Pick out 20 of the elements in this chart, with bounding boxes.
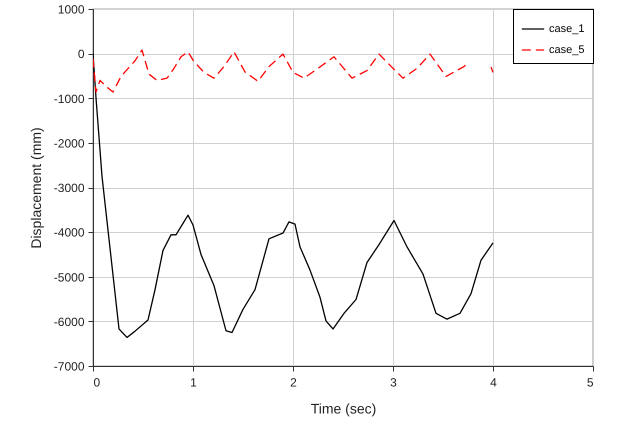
x-tick-label: 1: [190, 376, 198, 390]
y-tick-label: -4000: [54, 226, 85, 240]
x-axis-title: Time (sec): [310, 400, 376, 416]
y-tick-label: 0: [78, 47, 85, 62]
y-tick-label: -2000: [54, 136, 85, 150]
legend-label: case_5: [549, 44, 584, 56]
x-tick-label: 0: [94, 376, 100, 390]
x-tick-label: 3: [390, 376, 398, 390]
legend-label: case_1: [549, 23, 584, 35]
x-tick-label: 2: [290, 376, 298, 390]
y-tick-label: 1000: [58, 2, 85, 16]
line-series: [93, 52, 494, 338]
x-tick-label: 4: [490, 376, 498, 390]
y-tick-label: -7000: [54, 360, 85, 374]
y-axis-title: Displacement (mm): [28, 127, 44, 249]
y-tick-label: -3000: [54, 181, 85, 195]
y-tick-label: -6000: [54, 314, 85, 329]
x-tick-label: 5: [586, 376, 594, 390]
y-tick-label: -1000: [54, 92, 85, 106]
y-tick-label: -5000: [54, 270, 85, 284]
